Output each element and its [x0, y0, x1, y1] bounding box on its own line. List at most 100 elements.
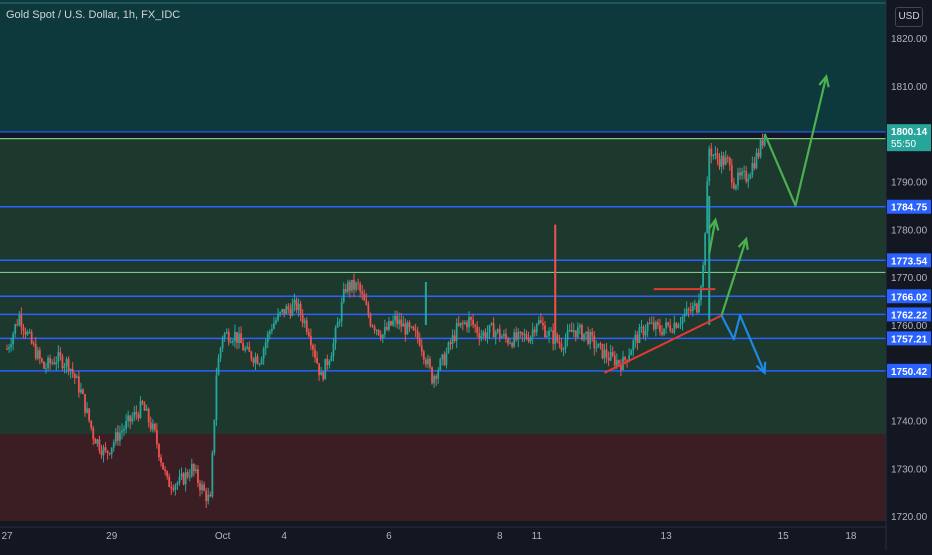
candle-body: [661, 331, 663, 335]
candle-body: [447, 342, 450, 353]
candle-body: [375, 329, 378, 331]
candle-body: [665, 322, 668, 329]
candle-body: [537, 320, 540, 325]
candle-body: [564, 339, 567, 350]
price-tag-label: 1762.22: [891, 310, 928, 321]
green-arrow-0[interactable]: [763, 76, 828, 207]
candle-body: [51, 362, 54, 364]
candle-body: [275, 320, 277, 324]
candle-body: [638, 327, 641, 344]
green-arrow-2[interactable]: [708, 219, 717, 254]
candle-body: [59, 352, 62, 357]
blue-arrow-3[interactable]: [720, 314, 766, 374]
candle-body: [470, 317, 472, 320]
price-tag-bg: [887, 253, 931, 268]
candle-body: [724, 157, 727, 165]
candle-body: [110, 447, 113, 455]
candle-body: [340, 301, 343, 322]
candle-body: [273, 323, 275, 329]
price-tag-label: 1757.21: [891, 334, 928, 345]
candle-body: [94, 439, 97, 444]
candle-body: [250, 351, 253, 360]
candle-body: [455, 323, 458, 341]
candle-body: [657, 321, 659, 325]
candle-body: [529, 336, 532, 342]
x-tick-label: 15: [778, 531, 790, 542]
candle-body: [314, 349, 316, 358]
candle-body: [716, 153, 719, 159]
candle-body: [186, 472, 189, 477]
candle-body: [77, 376, 80, 393]
price-axis[interactable]: [886, 0, 932, 550]
chart-title: Gold Spot / U.S. Dollar, 1h, FX_IDC: [6, 9, 181, 21]
candle-body: [745, 171, 748, 182]
candle-body: [119, 432, 121, 441]
x-tick-label: 8: [497, 531, 503, 542]
candle-body: [595, 347, 598, 349]
candle-body: [398, 319, 401, 325]
candle-body: [147, 408, 150, 423]
y-tick-label: 1740.00: [891, 417, 928, 428]
candle-body: [492, 323, 495, 338]
candle-body: [262, 348, 265, 359]
candle-body: [747, 178, 750, 182]
candle-body: [160, 457, 162, 463]
currency-button[interactable]: USD: [895, 7, 923, 27]
candle-body: [80, 389, 82, 393]
y-tick-label: 1770.00: [891, 273, 928, 284]
candle-body: [587, 331, 589, 344]
y-tick-label: 1820.00: [891, 34, 928, 45]
candle-body: [133, 412, 136, 418]
candle-body: [418, 338, 421, 346]
candle-body: [41, 358, 43, 362]
candle-body: [322, 371, 325, 380]
candle-body: [749, 174, 752, 179]
candle-body: [642, 326, 645, 336]
candle-body: [431, 367, 433, 384]
candle-body: [84, 394, 86, 413]
candle-body: [98, 439, 101, 451]
candle-body: [116, 431, 119, 441]
candle-body: [636, 334, 639, 344]
candle-body: [238, 333, 240, 343]
x-tick-label: 18: [845, 531, 857, 542]
candle-body: [408, 322, 411, 328]
candle-body: [203, 484, 206, 491]
candle-body: [168, 476, 171, 487]
candle-body: [166, 471, 169, 477]
blue-arrow-3-head: [755, 361, 767, 376]
candle-body: [252, 359, 255, 363]
candle-body: [517, 331, 520, 340]
candle-body: [435, 375, 438, 379]
candle-body: [416, 330, 419, 339]
candle-body: [170, 486, 173, 489]
candle-body: [507, 338, 509, 344]
candle-body: [369, 315, 372, 326]
candle-body: [234, 331, 236, 341]
candle-body: [14, 324, 17, 334]
candle-body: [704, 233, 707, 266]
candle-body: [188, 476, 191, 478]
candle-body: [36, 350, 39, 359]
candle-body: [466, 322, 468, 328]
candle-body: [328, 361, 331, 366]
candle-body: [739, 172, 741, 176]
candle-body: [406, 322, 409, 335]
price-tag-label: 1750.42: [891, 367, 928, 378]
candle-body: [236, 331, 238, 343]
candle-body: [221, 337, 224, 348]
price-tag-bg: [887, 289, 931, 304]
candle-body: [634, 334, 637, 341]
red-trendline[interactable]: [604, 314, 723, 374]
candle-body: [377, 329, 380, 335]
candle-body: [47, 357, 49, 368]
candle-body: [22, 327, 25, 331]
green-arrow-1[interactable]: [720, 238, 748, 316]
candle-body: [141, 401, 144, 404]
candle-body: [615, 360, 618, 366]
candle-body: [334, 327, 337, 344]
candle-body: [184, 472, 187, 485]
candle-body: [696, 303, 698, 313]
